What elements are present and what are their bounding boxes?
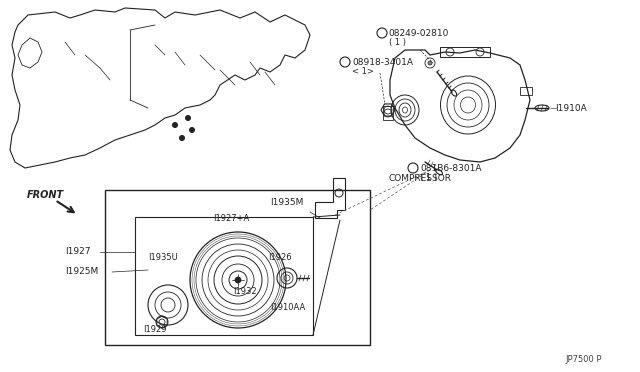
Bar (135, 217, 313, 335)
Text: I1927: I1927 (65, 247, 90, 257)
Text: 08918-3401A: 08918-3401A (352, 58, 413, 67)
Circle shape (235, 277, 241, 283)
Text: ( 1 ): ( 1 ) (389, 38, 406, 46)
Text: COMPRESSOR: COMPRESSOR (388, 173, 451, 183)
Bar (105, 190, 370, 345)
Circle shape (186, 115, 191, 121)
Text: I1925M: I1925M (65, 267, 99, 276)
Circle shape (428, 61, 432, 65)
Text: < 1>: < 1> (352, 67, 374, 76)
Text: ( 1 ): ( 1 ) (420, 173, 437, 182)
Text: FRONT: FRONT (27, 190, 64, 200)
Text: I1927+A: I1927+A (213, 214, 249, 222)
Text: I1910AA: I1910AA (270, 302, 305, 311)
Text: I1935M: I1935M (270, 198, 303, 206)
Bar (440, 47, 490, 57)
Bar (520, 87, 532, 95)
Text: I1935U: I1935U (148, 253, 178, 262)
Text: JP7500 P: JP7500 P (565, 356, 602, 365)
Circle shape (173, 122, 177, 128)
Circle shape (179, 135, 184, 141)
Text: 081B6-8301A: 081B6-8301A (420, 164, 481, 173)
Text: 08249-02810: 08249-02810 (388, 29, 449, 38)
Text: I1926: I1926 (268, 253, 292, 263)
Text: I1932: I1932 (233, 288, 257, 296)
Text: I1929: I1929 (143, 326, 167, 334)
Circle shape (189, 128, 195, 132)
Bar (383, 106, 393, 120)
Text: I1910A: I1910A (555, 103, 587, 112)
